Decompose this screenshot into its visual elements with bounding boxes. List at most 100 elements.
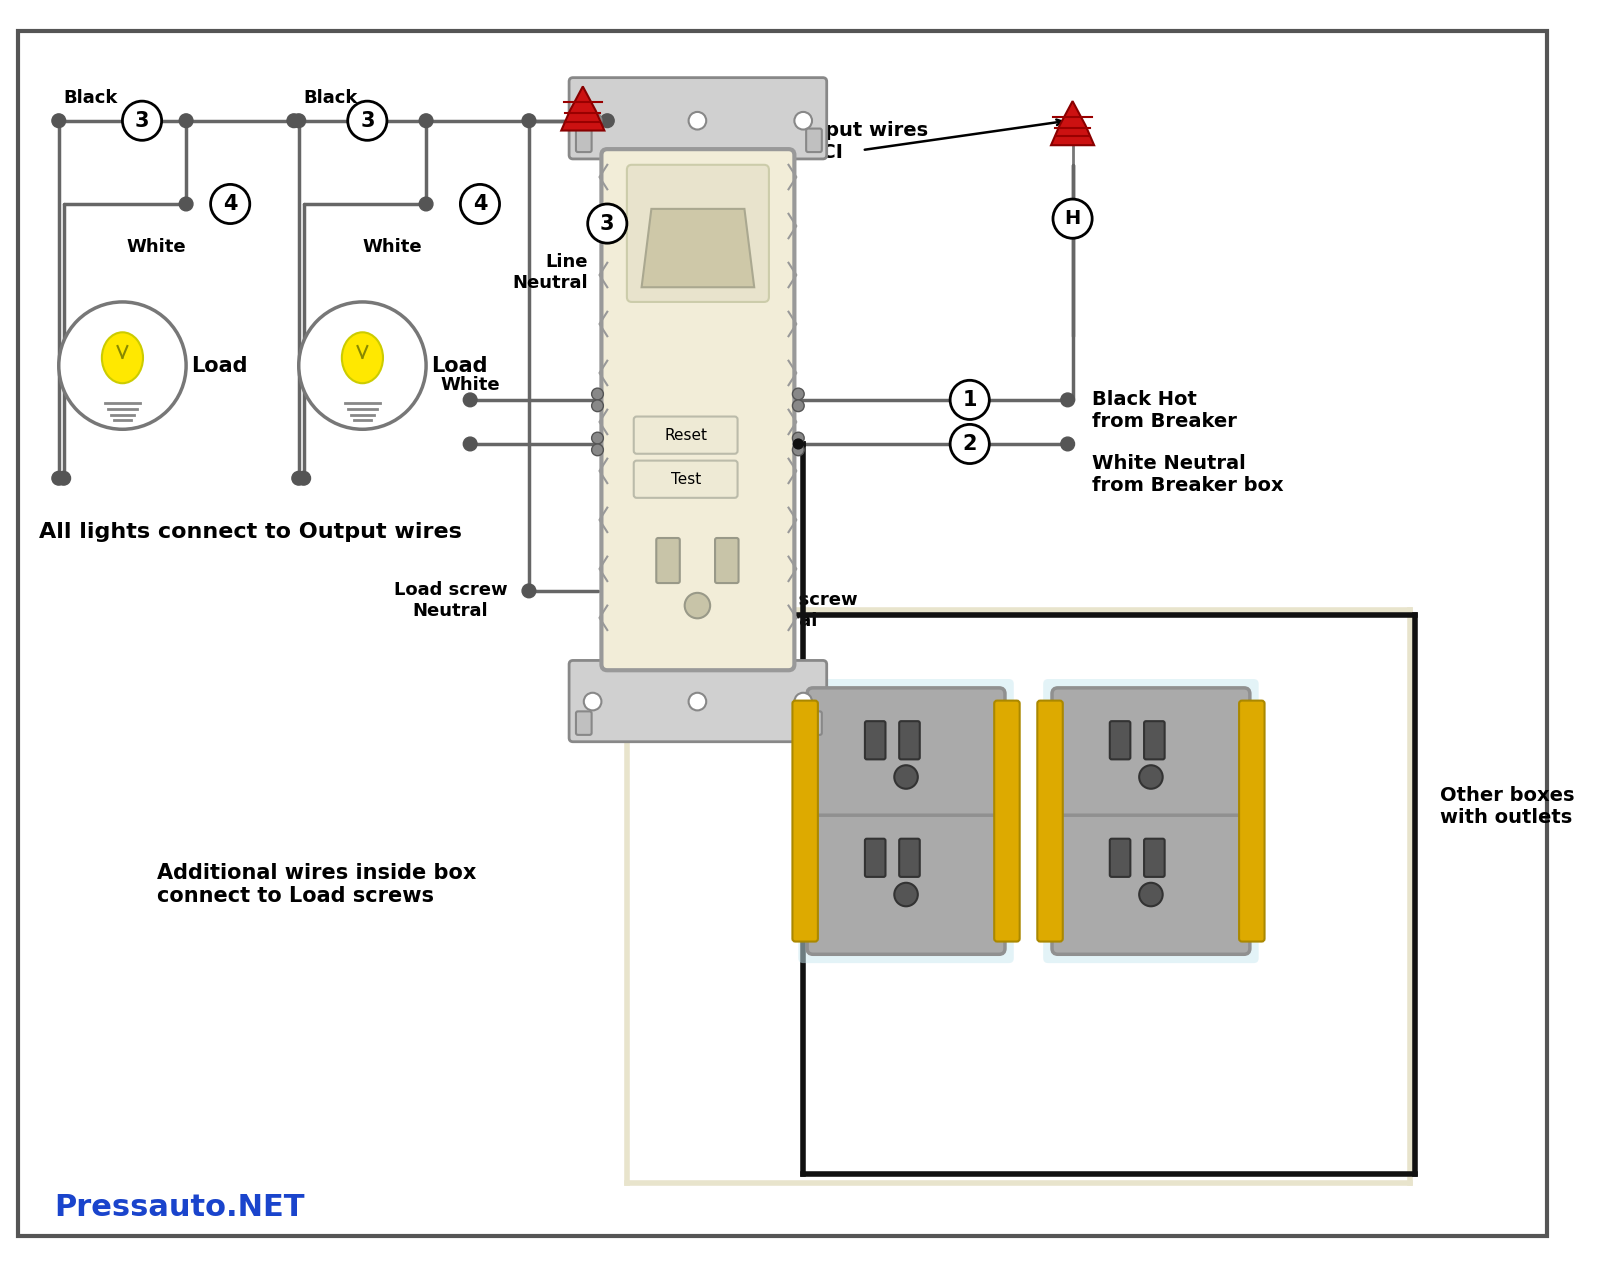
Circle shape [297, 471, 310, 485]
FancyBboxPatch shape [792, 701, 818, 941]
Text: Load: Load [431, 356, 487, 375]
Text: Pressauto.NET: Pressauto.NET [54, 1194, 305, 1223]
FancyBboxPatch shape [1110, 839, 1131, 877]
Text: GFCI combo: GFCI combo [608, 713, 767, 737]
Circle shape [123, 101, 161, 141]
FancyBboxPatch shape [1043, 679, 1258, 963]
Text: Test: Test [671, 471, 701, 487]
Text: Black: Black [64, 89, 118, 106]
Circle shape [792, 443, 805, 456]
FancyBboxPatch shape [866, 721, 885, 759]
Circle shape [1139, 883, 1163, 906]
FancyBboxPatch shape [602, 150, 794, 670]
Polygon shape [642, 209, 754, 288]
Text: Load: Load [192, 356, 248, 375]
Circle shape [591, 400, 604, 412]
FancyBboxPatch shape [1052, 688, 1250, 827]
FancyBboxPatch shape [806, 711, 822, 735]
Text: Black: Black [303, 89, 358, 106]
Ellipse shape [342, 332, 383, 383]
FancyBboxPatch shape [634, 417, 738, 454]
Circle shape [460, 185, 500, 223]
Circle shape [794, 693, 811, 711]
FancyBboxPatch shape [1052, 815, 1250, 954]
Circle shape [585, 693, 602, 711]
Text: 3: 3 [600, 214, 615, 233]
Text: Line
Hot: Line Hot [744, 346, 787, 385]
Circle shape [591, 388, 604, 400]
FancyBboxPatch shape [628, 165, 768, 302]
Circle shape [591, 443, 604, 456]
Circle shape [292, 471, 305, 485]
Circle shape [1139, 765, 1163, 789]
FancyBboxPatch shape [656, 538, 680, 583]
FancyBboxPatch shape [899, 839, 920, 877]
Text: White Neutral
from Breaker box: White Neutral from Breaker box [1092, 454, 1284, 494]
Circle shape [685, 593, 711, 618]
Ellipse shape [102, 332, 144, 383]
Circle shape [57, 471, 70, 485]
FancyBboxPatch shape [1038, 701, 1062, 941]
Circle shape [53, 114, 65, 128]
Circle shape [463, 393, 478, 407]
Circle shape [1060, 437, 1075, 451]
Circle shape [792, 400, 805, 412]
Circle shape [585, 111, 602, 129]
FancyBboxPatch shape [18, 30, 1546, 1237]
Text: Switch Output wires
back of GFCI: Switch Output wires back of GFCI [706, 120, 928, 162]
FancyBboxPatch shape [577, 711, 591, 735]
FancyBboxPatch shape [995, 701, 1019, 941]
Text: Load screw
Neutral: Load screw Neutral [394, 582, 508, 620]
FancyBboxPatch shape [1239, 701, 1265, 941]
Circle shape [211, 185, 249, 223]
Text: H: H [1065, 209, 1081, 228]
Text: All lights connect to Output wires: All lights connect to Output wires [40, 522, 462, 542]
Text: White: White [363, 238, 422, 256]
Circle shape [287, 114, 300, 128]
FancyBboxPatch shape [634, 461, 738, 498]
Circle shape [894, 765, 918, 789]
Circle shape [688, 693, 706, 711]
FancyBboxPatch shape [806, 128, 822, 152]
Circle shape [351, 114, 364, 128]
Text: White: White [126, 238, 187, 256]
Polygon shape [561, 86, 604, 131]
FancyBboxPatch shape [1110, 721, 1131, 759]
Circle shape [794, 440, 803, 449]
Text: 1: 1 [963, 390, 977, 411]
Text: 3: 3 [134, 110, 149, 131]
Circle shape [894, 883, 918, 906]
Text: Reset: Reset [664, 428, 707, 442]
Circle shape [299, 302, 426, 430]
Circle shape [420, 114, 433, 128]
Circle shape [1060, 393, 1075, 407]
Circle shape [950, 424, 989, 464]
Text: Line
Neutral: Line Neutral [513, 253, 588, 291]
Circle shape [591, 432, 604, 443]
Text: Black Hot
from Breaker: Black Hot from Breaker [1092, 390, 1238, 431]
Circle shape [792, 388, 805, 400]
Circle shape [792, 432, 805, 443]
Circle shape [588, 204, 628, 243]
Circle shape [577, 114, 589, 128]
Circle shape [292, 114, 305, 128]
Circle shape [688, 111, 706, 129]
Circle shape [522, 114, 537, 128]
Circle shape [348, 101, 386, 141]
FancyBboxPatch shape [1143, 721, 1164, 759]
Text: Additional wires inside box
connect to Load screws: Additional wires inside box connect to L… [157, 863, 476, 906]
Text: 4: 4 [473, 194, 487, 214]
Circle shape [1052, 199, 1092, 238]
FancyBboxPatch shape [569, 77, 827, 158]
Circle shape [794, 111, 811, 129]
Text: Other boxes
with outlets: Other boxes with outlets [1440, 786, 1575, 827]
Circle shape [600, 114, 615, 128]
FancyBboxPatch shape [798, 679, 1014, 963]
FancyBboxPatch shape [715, 538, 738, 583]
Circle shape [179, 114, 193, 128]
Text: Load screw
neutral: Load screw neutral [744, 590, 858, 630]
FancyBboxPatch shape [1143, 839, 1164, 877]
Circle shape [59, 302, 187, 430]
Circle shape [420, 198, 433, 210]
Circle shape [53, 471, 65, 485]
